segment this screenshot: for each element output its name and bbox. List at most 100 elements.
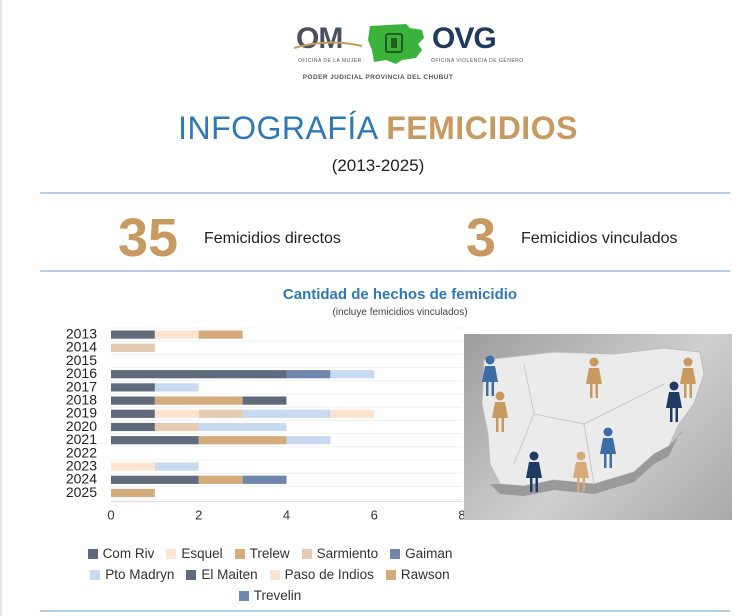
legend-label: Trelew xyxy=(249,546,290,561)
legend-swatch xyxy=(166,548,177,559)
legend-swatch xyxy=(87,548,98,559)
woman-figure-icon xyxy=(492,391,508,432)
legend-swatch xyxy=(390,548,401,559)
page-title: INFOGRAFÍA FEMICIDIOS xyxy=(0,110,756,147)
y-tick-label: 2013 xyxy=(66,326,97,342)
province-map-image xyxy=(464,334,732,520)
bar-segment xyxy=(198,330,243,339)
legend-item: Trelew xyxy=(234,543,290,564)
page-title-highlight: FEMICIDIOS xyxy=(386,110,578,146)
chart-title: Cantidad de hechos de femicidio xyxy=(282,286,518,303)
legend-label: Paso de Indios xyxy=(284,567,374,582)
legend-swatch xyxy=(269,569,280,580)
bar-segment xyxy=(198,475,243,484)
bar-segment xyxy=(242,409,331,418)
ovg-logo: OVG xyxy=(432,22,497,55)
stat-direct-label: Femicidios directos xyxy=(204,230,341,247)
y-tick-label: 2022 xyxy=(66,444,97,460)
woman-figure-icon xyxy=(482,355,498,396)
bar-segment xyxy=(111,409,155,418)
page-title-prefix: INFOGRAFÍA xyxy=(178,110,377,146)
y-tick-label: 2016 xyxy=(66,365,97,381)
legend-label: El Maiten xyxy=(201,567,258,582)
x-tick-label: 2 xyxy=(195,508,202,523)
bar-segment xyxy=(154,422,199,432)
bar-segment xyxy=(111,370,287,379)
legend-item: Gaiman xyxy=(390,543,452,564)
ovg-logo-subtitle: OFICINA VIOLENCIA DE GÉNERO xyxy=(431,58,524,64)
legend-item: Com Riv xyxy=(87,543,154,564)
legend-swatch xyxy=(238,590,249,601)
stat-direct-value: 35 xyxy=(118,208,179,268)
y-tick-label: 2017 xyxy=(66,378,97,394)
woman-figure-icon xyxy=(573,451,589,492)
y-tick-label: 2023 xyxy=(66,458,97,474)
legend-label: Esquel xyxy=(181,546,223,561)
x-tick-label: 6 xyxy=(371,508,378,523)
x-tick-label: 8 xyxy=(458,508,465,523)
legend-swatch xyxy=(90,569,101,580)
legend-label: Sarmiento xyxy=(316,546,379,561)
x-tick-label: 4 xyxy=(283,508,290,523)
divider-bottom xyxy=(40,610,730,612)
y-tick-label: 2019 xyxy=(66,405,97,421)
legend-item: Esquel xyxy=(166,543,223,564)
legend-label: Trevelin xyxy=(253,588,302,603)
legend-item: Sarmiento xyxy=(301,543,379,564)
divider-top xyxy=(40,192,730,194)
page-years: (2013-2025) xyxy=(331,156,425,175)
woman-figure-icon xyxy=(600,427,616,468)
bar-segment xyxy=(111,488,155,498)
legend-swatch xyxy=(301,548,312,559)
legend-row: Trevelin xyxy=(60,585,480,606)
bar-segment xyxy=(330,370,375,379)
y-tick-label: 2018 xyxy=(66,392,97,408)
institution-name: PODER JUDICIAL PROVINCIA DEL CHUBUT xyxy=(302,74,454,81)
woman-figure-icon xyxy=(680,357,696,398)
om-logo-subtitle: OFICINA DE LA MUJER xyxy=(298,58,362,64)
y-tick-label: 2024 xyxy=(66,471,97,487)
legend-row: Com Riv Esquel Trelew Sarmiento Gaiman xyxy=(60,543,480,564)
chart-subtitle: (incluye femicidios vinculados) xyxy=(332,307,468,318)
om-logo: OM xyxy=(296,22,343,55)
legend-swatch xyxy=(234,548,245,559)
bar-segment xyxy=(242,475,287,484)
chart-legend: Com Riv Esquel Trelew Sarmiento Gaiman Pto Ma… xyxy=(60,543,480,606)
bar-segment xyxy=(198,436,287,445)
stat-linked-label: Femicidios vinculados xyxy=(521,230,678,247)
stat-linked-value: 3 xyxy=(466,208,497,268)
bar-segment xyxy=(154,409,199,418)
legend-item: Rawson xyxy=(385,564,450,585)
legend-item: Pto Madryn xyxy=(90,564,174,585)
y-tick-label: 2015 xyxy=(66,352,97,368)
bar-segment xyxy=(198,422,287,432)
bar-segment xyxy=(154,330,199,339)
bar-segment xyxy=(111,462,155,471)
y-tick-label: 2020 xyxy=(66,418,97,434)
legend-row: Pto Madryn El Maiten Paso de Indios Rawson xyxy=(60,564,480,585)
legend-item: Paso de Indios xyxy=(269,564,374,585)
bar-segment xyxy=(111,343,155,352)
legend-label: Pto Madryn xyxy=(105,567,175,582)
y-tick-label: 2021 xyxy=(66,431,97,447)
bar-chart: 2013201420152016201720182019202020212022… xyxy=(66,326,466,523)
bar-segment xyxy=(154,396,243,405)
om-logo-swoosh xyxy=(293,41,363,49)
bar-segment xyxy=(111,396,155,405)
bar-segment xyxy=(242,396,287,405)
legend-swatch xyxy=(186,569,197,580)
x-tick-label: 0 xyxy=(107,508,114,523)
province-map-shape xyxy=(481,347,705,496)
woman-figure-icon xyxy=(586,357,602,398)
woman-figure-icon xyxy=(666,381,682,422)
legend-item: El Maiten xyxy=(186,564,258,585)
page-left-border xyxy=(0,0,2,616)
y-tick-label: 2025 xyxy=(66,484,97,500)
legend-label: Rawson xyxy=(400,567,450,582)
bar-segment xyxy=(330,409,375,418)
bar-segment xyxy=(111,383,155,392)
woman-figure-icon xyxy=(526,451,542,492)
legend-swatch xyxy=(385,569,396,580)
bar-segment xyxy=(198,409,243,418)
bar-segment xyxy=(286,370,331,379)
